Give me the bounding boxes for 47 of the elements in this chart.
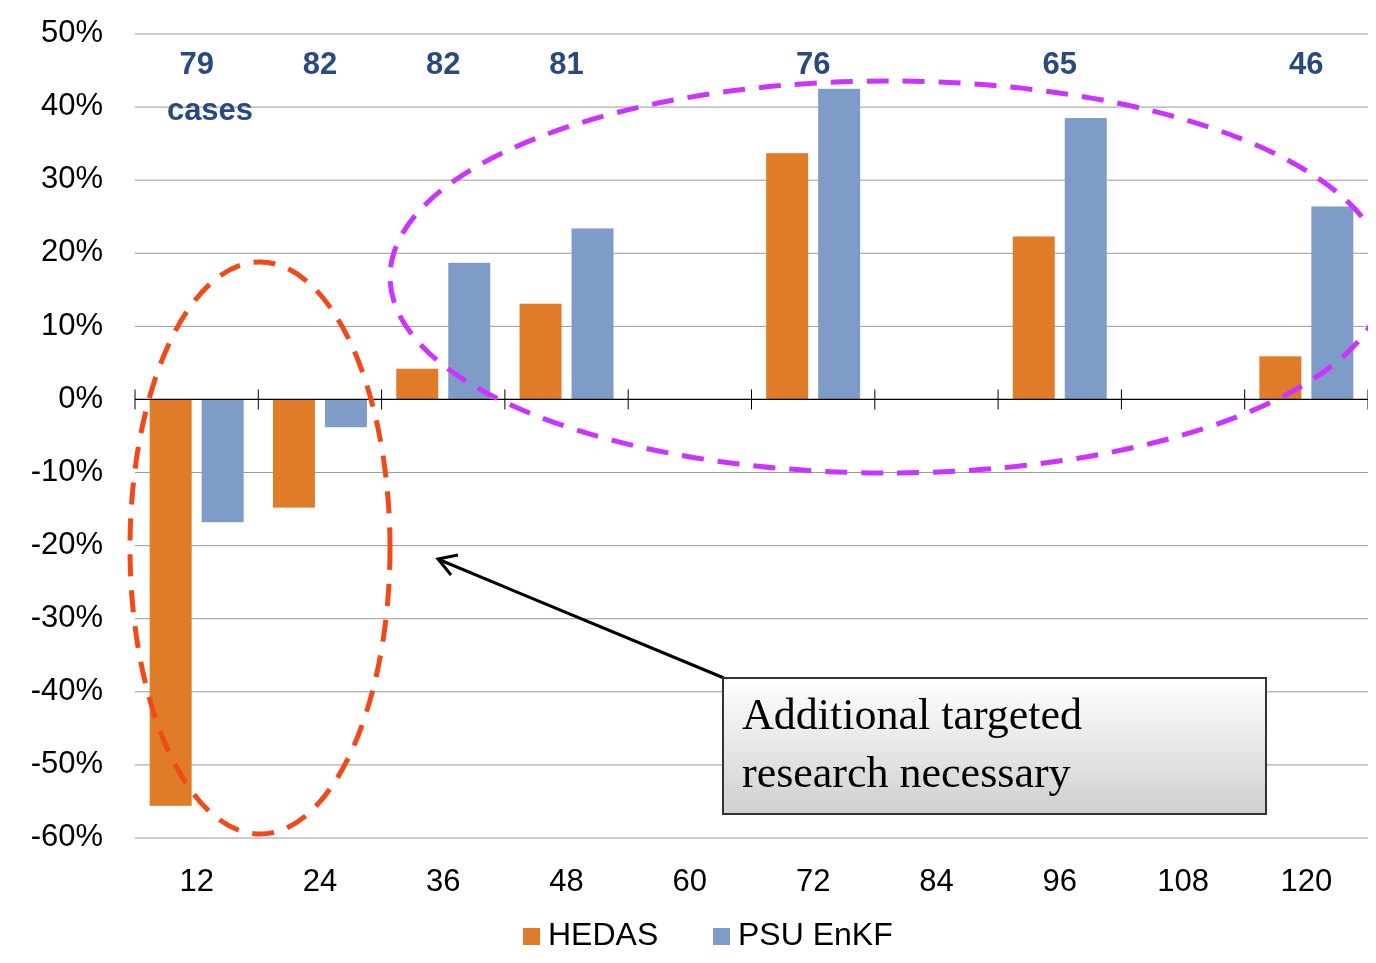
y-tick-label: 40% <box>40 87 103 123</box>
bar <box>448 262 491 400</box>
y-tick-label: -10% <box>30 452 103 488</box>
x-tick-label: 108 <box>1157 863 1209 899</box>
y-tick-label: 0% <box>58 379 103 415</box>
y-tick-label: -60% <box>30 818 103 854</box>
bar <box>818 88 861 400</box>
y-tick-label: 50% <box>40 14 103 50</box>
y-tick-label: -30% <box>30 598 103 634</box>
annotation: 76 <box>795 46 831 82</box>
x-tick-label: 72 <box>795 863 831 899</box>
x-tick-label: 12 <box>179 863 214 899</box>
annotation: 65 <box>1042 46 1077 82</box>
bar <box>766 153 809 400</box>
bar <box>1311 206 1354 400</box>
y-tick-label: 30% <box>40 160 103 196</box>
legend-label: HEDAS <box>548 916 659 953</box>
x-tick-label: 24 <box>302 863 338 899</box>
bar <box>272 399 315 508</box>
y-tick-label: -40% <box>30 672 103 708</box>
bar <box>1012 236 1055 400</box>
annotation: 81 <box>549 46 584 82</box>
y-tick-label: 10% <box>40 306 103 342</box>
y-tick-label: -50% <box>30 745 103 781</box>
y-tick-label: -20% <box>30 525 103 561</box>
x-tick-label: 96 <box>1042 863 1077 899</box>
annotation: 46 <box>1289 46 1324 82</box>
bar <box>571 228 614 400</box>
annotation: 79 <box>179 46 214 82</box>
legend-label: PSU EnKF <box>738 916 893 953</box>
bar <box>201 399 244 523</box>
y-tick-label: 20% <box>40 233 103 269</box>
bar <box>396 368 439 400</box>
bar <box>519 303 562 400</box>
bar <box>149 399 192 806</box>
annotation: cases <box>166 92 254 128</box>
x-tick-label: 84 <box>919 863 954 899</box>
x-tick-label: 48 <box>549 863 584 899</box>
x-tick-label: 60 <box>672 863 708 899</box>
annotation: Additional targeted research necessary <box>741 689 1084 799</box>
bar <box>1064 118 1107 400</box>
annotation: 82 <box>302 46 338 82</box>
annotation: 82 <box>426 46 461 82</box>
x-tick-label: 36 <box>426 863 461 899</box>
x-tick-label: 120 <box>1280 863 1333 899</box>
bar <box>324 399 367 428</box>
bar <box>1259 356 1302 400</box>
